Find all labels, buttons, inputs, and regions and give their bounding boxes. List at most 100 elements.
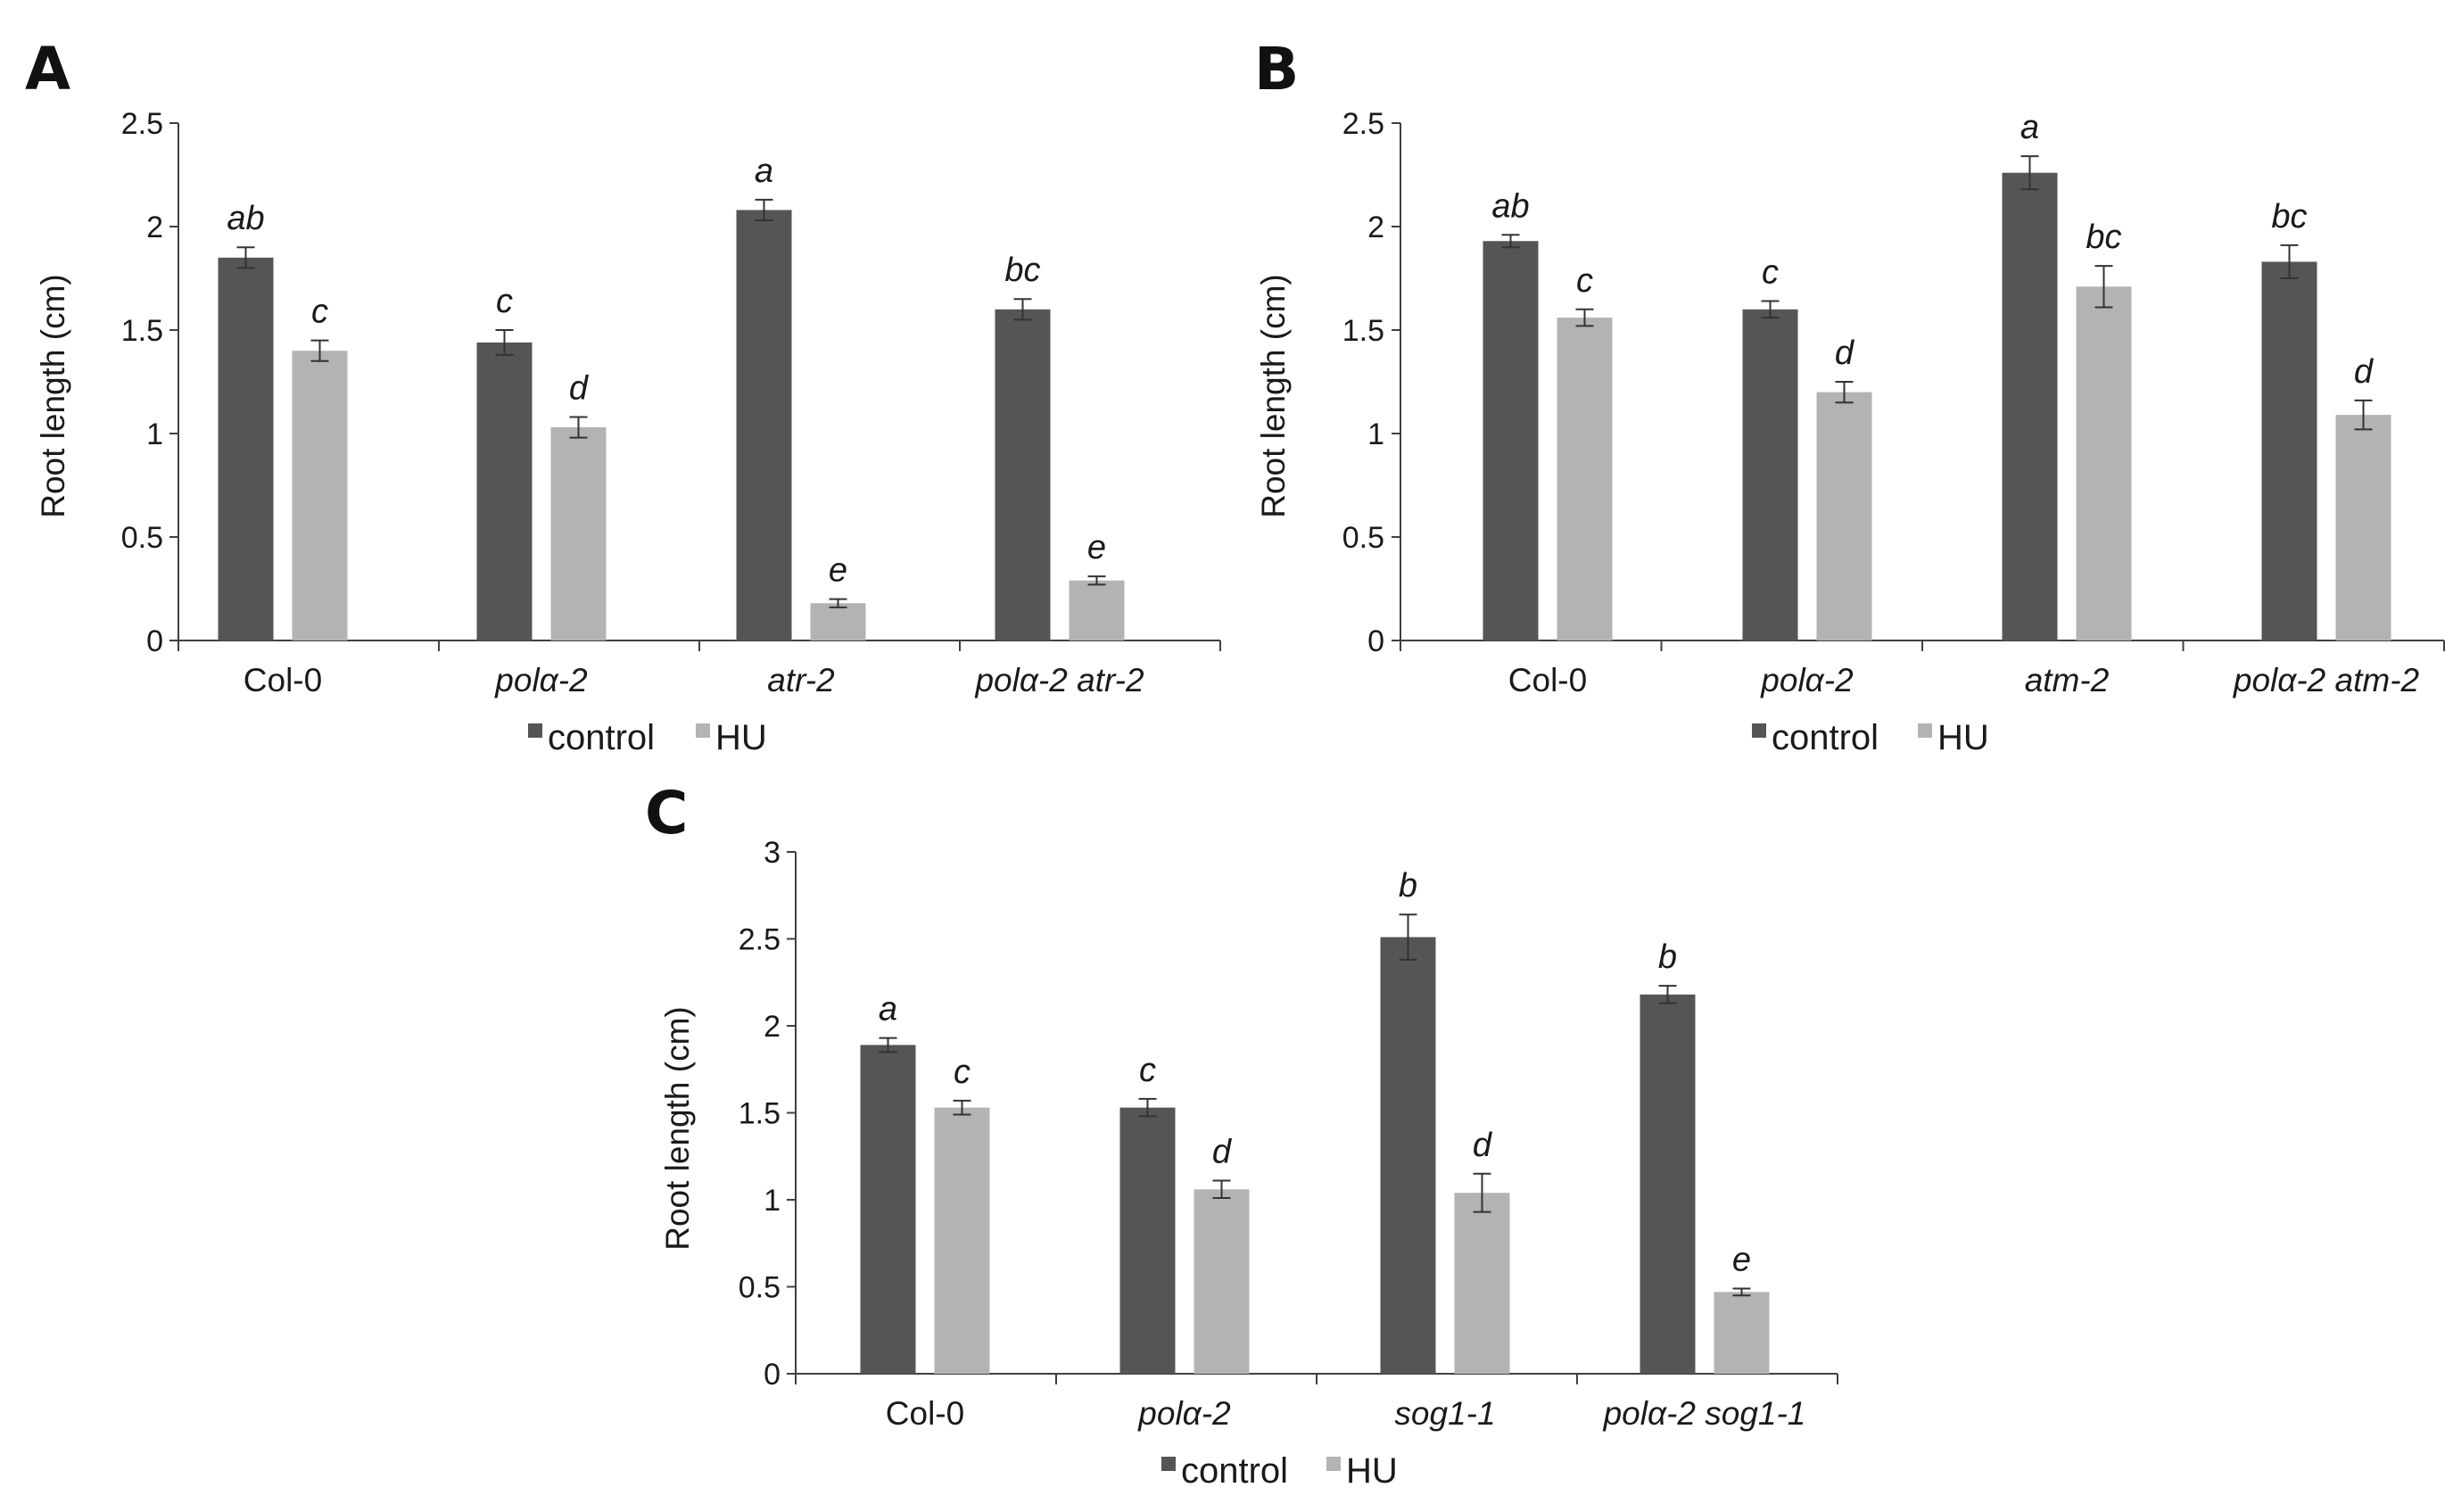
legend-label-control: control [548, 718, 655, 757]
y-tick-label: 1.5 [739, 1097, 781, 1131]
category-label: atr-2 [767, 662, 835, 698]
panel-a: A Root length (cm) 0 0.5 1 1.5 2 2.5 Col-0 polα… [25, 35, 1221, 757]
panel-b: B Root length (cm) 0 0.5 1 1.5 2 2.5 Col-0 polα… [1254, 35, 2445, 757]
bar-control [2002, 172, 2058, 640]
bar-control [995, 309, 1051, 640]
bar-hu [934, 1107, 990, 1374]
bar-hu [2076, 286, 2132, 640]
significance-label: bc [1004, 252, 1040, 289]
category-label: atm-2 [2025, 662, 2110, 698]
significance-label: e [1732, 1241, 1751, 1278]
y-tick-label: 1 [146, 417, 163, 451]
category-label: polα-2 [494, 662, 588, 698]
legend-label-control: control [1181, 1451, 1288, 1491]
significance-label: d [2354, 353, 2375, 391]
bar-control [1380, 937, 1436, 1374]
y-tick-label: 0.5 [739, 1271, 781, 1305]
significance-label: b [1399, 867, 1417, 905]
significance-label: bc [2086, 219, 2121, 256]
y-tick-label: 1 [764, 1184, 781, 1218]
bar-hu [1069, 580, 1125, 640]
error-bar-control [236, 246, 255, 269]
error-bar-hu [310, 339, 329, 362]
significance-label: e [1087, 529, 1106, 566]
y-tick-label: 0 [146, 624, 163, 658]
panel-b-plot: 0 0.5 1 1.5 2 2.5 Col-0 polα-2 atm-2 polα-2 atm-2… [1342, 107, 2445, 698]
category-label: polα-2 atm-2 [2233, 662, 2420, 698]
bar-control [2261, 261, 2317, 640]
bar-hu [1714, 1292, 1770, 1374]
error-bar-hu [2354, 399, 2373, 431]
significance-label: bc [2271, 198, 2307, 235]
significance-label: d [1835, 335, 1855, 372]
legend-swatch-control [1161, 1457, 1176, 1471]
y-tick-label: 2 [764, 1010, 781, 1044]
error-bar-control [1501, 234, 1520, 249]
error-bar-hu [1575, 308, 1594, 327]
legend-swatch-hu [1918, 723, 1932, 738]
error-bar-control [1658, 985, 1677, 1004]
bar-hu [810, 603, 866, 640]
error-bar-control [1761, 300, 1780, 319]
panel-label-c: C [645, 779, 688, 847]
y-tick-label: 0.5 [121, 521, 163, 555]
legend-label-control: control [1772, 718, 1879, 757]
significance-label: e [829, 552, 847, 590]
legend-swatch-hu [696, 723, 710, 738]
significance-label: ab [1491, 187, 1529, 225]
panel-c-legend: control HU [1161, 1451, 1398, 1491]
bar-hu [550, 427, 607, 640]
significance-label: a [879, 991, 897, 1029]
significance-label: c [1139, 1052, 1156, 1089]
category-label: polα-2 atr-2 [974, 662, 1144, 698]
significance-label: c [1576, 262, 1593, 300]
significance-label: d [569, 369, 590, 407]
error-bar-hu [1473, 1172, 1491, 1213]
error-bar-control [1399, 913, 1417, 961]
bar-control [476, 342, 533, 640]
significance-label: a [2020, 109, 2039, 146]
error-bar-control [1138, 1097, 1157, 1118]
bar-control [1119, 1107, 1176, 1374]
y-tick-label: 2.5 [739, 923, 781, 957]
panel-a-legend: control HU [528, 718, 767, 757]
category-label: polα-2 sog1-1 [1603, 1395, 1806, 1432]
significance-label: ab [227, 200, 264, 237]
y-tick-label: 1 [1367, 417, 1384, 451]
category-label: Col-0 [244, 662, 322, 698]
error-bar-control [1013, 298, 1032, 321]
bar-hu [1194, 1189, 1250, 1374]
y-tick-label: 2.5 [121, 107, 163, 141]
significance-label: b [1658, 938, 1677, 976]
error-bar-hu [1212, 1179, 1231, 1200]
category-label: Col-0 [886, 1395, 964, 1432]
bar-hu [292, 351, 348, 640]
y-tick-label: 2.5 [1342, 107, 1384, 141]
bar-hu [1557, 318, 1613, 640]
y-tick-label: 0 [764, 1358, 781, 1392]
bar-control [1742, 309, 1798, 640]
panel-a-ylabel: Root length (cm) [35, 274, 71, 518]
y-tick-label: 0.5 [1342, 521, 1384, 555]
error-bar-hu [569, 416, 588, 439]
error-bar-hu [2094, 265, 2113, 309]
bar-control [1640, 994, 1696, 1374]
panel-b-ylabel: Root length (cm) [1255, 274, 1292, 518]
error-bar-hu [1732, 1287, 1751, 1297]
error-bar-hu [953, 1099, 971, 1116]
panel-a-plot: 0 0.5 1 1.5 2 2.5 Col-0 polα-2 atr-2 polα-2 atr-2… [121, 107, 1221, 698]
error-bar-control [495, 329, 514, 356]
legend-label-hu: HU [715, 718, 767, 757]
error-bar-control [879, 1037, 897, 1053]
category-label: sog1-1 [1394, 1395, 1495, 1432]
y-tick-label: 2 [1367, 211, 1384, 244]
error-bar-control [755, 198, 773, 222]
legend-label-hu: HU [1937, 718, 1989, 757]
significance-label: c [954, 1053, 971, 1091]
significance-label: c [1762, 254, 1779, 292]
error-bar-hu [829, 598, 847, 608]
panel-label-a: A [25, 35, 70, 103]
bar-hu [1454, 1193, 1510, 1374]
error-bar-control [2280, 244, 2299, 279]
